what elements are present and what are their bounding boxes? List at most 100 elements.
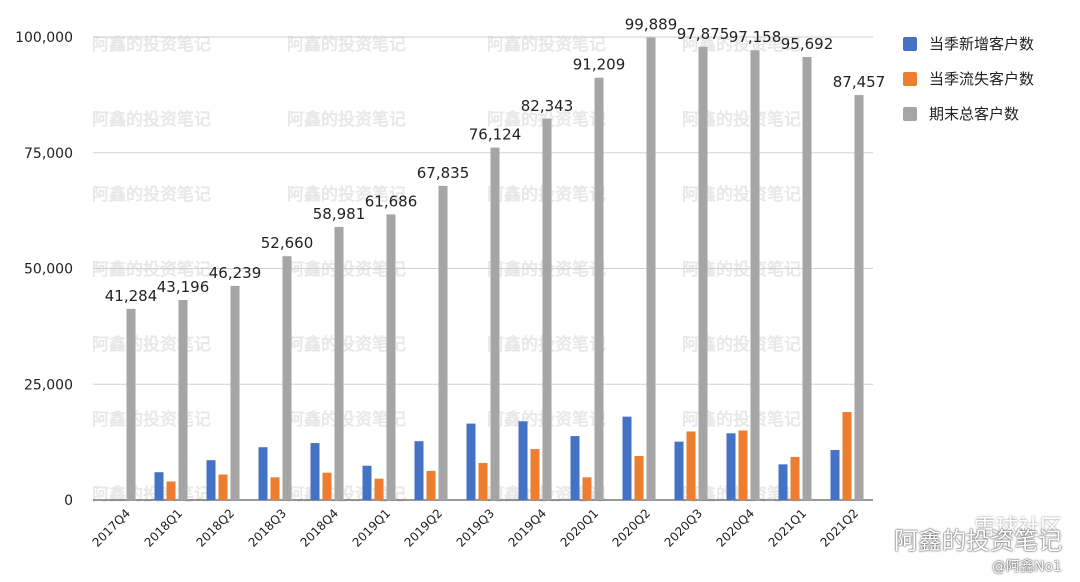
data-label: 41,284 xyxy=(105,287,158,305)
platform-watermark: 雪球社区 xyxy=(974,510,1062,542)
watermark-tile: 阿鑫的投资笔记 xyxy=(92,109,211,130)
watermark-tile: 阿鑫的投资笔记 xyxy=(487,34,606,55)
watermark-tile: 阿鑫的投资笔记 xyxy=(287,409,406,430)
bar-total xyxy=(282,256,292,500)
data-label: 99,889 xyxy=(625,16,678,34)
bar-total xyxy=(334,226,344,500)
bar-new xyxy=(154,472,164,500)
bar-new xyxy=(310,443,320,500)
bar-lost xyxy=(790,456,800,500)
x-tick-label: 2021Q2 xyxy=(818,506,862,550)
y-tick-label: 100,000 xyxy=(15,30,73,46)
bar-lost xyxy=(530,449,540,500)
watermark-tile: 阿鑫的投资笔记 xyxy=(92,34,211,55)
y-tick-label: 25,000 xyxy=(24,377,73,393)
data-label: 67,835 xyxy=(417,164,470,182)
data-label: 61,686 xyxy=(365,192,418,210)
x-tick-label: 2018Q1 xyxy=(142,506,186,550)
bar-lost xyxy=(374,478,384,500)
bar-lost xyxy=(322,472,332,500)
bar-lost xyxy=(218,474,228,500)
bar-lost xyxy=(738,430,748,500)
bar-total xyxy=(698,46,708,501)
legend-label-lost: 当季流失客户数 xyxy=(929,70,1035,88)
bar-new xyxy=(778,464,788,500)
footer-watermark: 阿鑫的投资笔记 @阿鑫No1 xyxy=(894,521,1062,576)
watermark-tile: 阿鑫的投资笔记 xyxy=(682,409,801,430)
bar-new xyxy=(206,460,216,500)
x-tick-label: 2021Q1 xyxy=(766,506,810,550)
bar-new xyxy=(674,441,684,500)
footer-watermark-title: 阿鑫的投资笔记 xyxy=(894,527,1062,555)
x-tick-label: 2019Q4 xyxy=(506,506,550,550)
footer-watermark-handle: @阿鑫No1 xyxy=(992,559,1062,575)
data-label: 46,239 xyxy=(209,264,262,282)
bar-total xyxy=(126,308,136,500)
legend-swatch-total xyxy=(903,106,917,121)
bar-lost xyxy=(634,456,644,500)
bar-lost xyxy=(166,481,176,500)
watermark-tile: 阿鑫的投资笔记 xyxy=(682,334,801,355)
x-tick-label: 2020Q1 xyxy=(558,506,602,550)
bar-new xyxy=(830,449,840,500)
data-label: 95,692 xyxy=(781,35,834,53)
bar-total xyxy=(490,147,500,500)
x-tick-label: 2020Q3 xyxy=(662,506,706,550)
watermark-tile: 阿鑫的投资笔记 xyxy=(92,259,211,280)
x-tick-label: 2020Q4 xyxy=(714,506,758,550)
watermark-tile: 阿鑫的投资笔记 xyxy=(682,184,801,205)
bar-total xyxy=(438,185,448,500)
platform-watermark-text: 雪球社区 xyxy=(973,516,1062,541)
x-tick-label: 2017Q4 xyxy=(90,506,134,550)
bar-new xyxy=(258,447,268,500)
watermark-tile: 阿鑫的投资笔记 xyxy=(682,259,801,280)
x-tick-label: 2018Q2 xyxy=(194,506,238,550)
bar-new xyxy=(466,423,476,500)
bar-new xyxy=(726,433,736,500)
data-label: 97,158 xyxy=(729,28,782,46)
legend-item-lost-customers[interactable]: 当季流失客户数 xyxy=(903,61,1034,96)
watermark-tile: 阿鑫的投资笔记 xyxy=(287,334,406,355)
x-tick-label: 2019Q3 xyxy=(454,506,498,550)
y-tick-label: 50,000 xyxy=(24,262,73,278)
data-label: 58,981 xyxy=(313,205,366,223)
watermark-tile: 阿鑫的投资笔记 xyxy=(682,34,801,55)
bar-lost xyxy=(426,470,436,500)
bar-total xyxy=(646,37,656,501)
x-tick-label: 2019Q2 xyxy=(402,506,446,550)
data-label: 43,196 xyxy=(157,278,210,296)
bar-total xyxy=(178,300,188,500)
watermark-tile: 阿鑫的投资笔记 xyxy=(92,334,211,355)
legend-item-total-customers[interactable]: 期末总客户数 xyxy=(903,96,1034,131)
watermark-tile: 阿鑫的投资笔记 xyxy=(287,259,406,280)
bar-lost xyxy=(582,477,592,500)
bar-total xyxy=(750,50,760,501)
watermark-tile: 阿鑫的投资笔记 xyxy=(92,409,211,430)
legend-item-new-customers[interactable]: 当季新增客户数 xyxy=(903,26,1034,61)
bar-lost xyxy=(270,477,280,500)
watermark-tile: 阿鑫的投资笔记 xyxy=(287,109,406,130)
bar-new xyxy=(622,416,632,500)
watermark-tile: 阿鑫的投资笔记 xyxy=(92,184,211,205)
bar-new xyxy=(518,421,528,500)
bar-new xyxy=(362,465,372,500)
bar-total xyxy=(542,118,552,501)
legend-swatch-new xyxy=(903,36,917,51)
watermark-tile: 阿鑫的投资笔记 xyxy=(92,484,211,505)
bar-total xyxy=(230,285,240,500)
legend-label-new: 当季新增客户数 xyxy=(929,35,1035,53)
bar-lost xyxy=(478,462,488,500)
legend-swatch-lost xyxy=(903,71,917,86)
y-tick-label: 0 xyxy=(64,493,73,509)
data-label: 82,343 xyxy=(521,97,574,115)
x-tick-label: 2018Q4 xyxy=(298,506,342,550)
legend: 当季新增客户数 当季流失客户数 期末总客户数 xyxy=(903,26,1034,131)
bar-new xyxy=(570,436,580,500)
bar-lost xyxy=(842,412,852,500)
data-label: 97,875 xyxy=(677,25,730,43)
bar-total xyxy=(594,77,604,500)
data-label: 87,457 xyxy=(833,73,886,91)
watermark-tile: 阿鑫的投资笔记 xyxy=(287,184,406,205)
x-tick-label: 2019Q1 xyxy=(350,506,394,550)
